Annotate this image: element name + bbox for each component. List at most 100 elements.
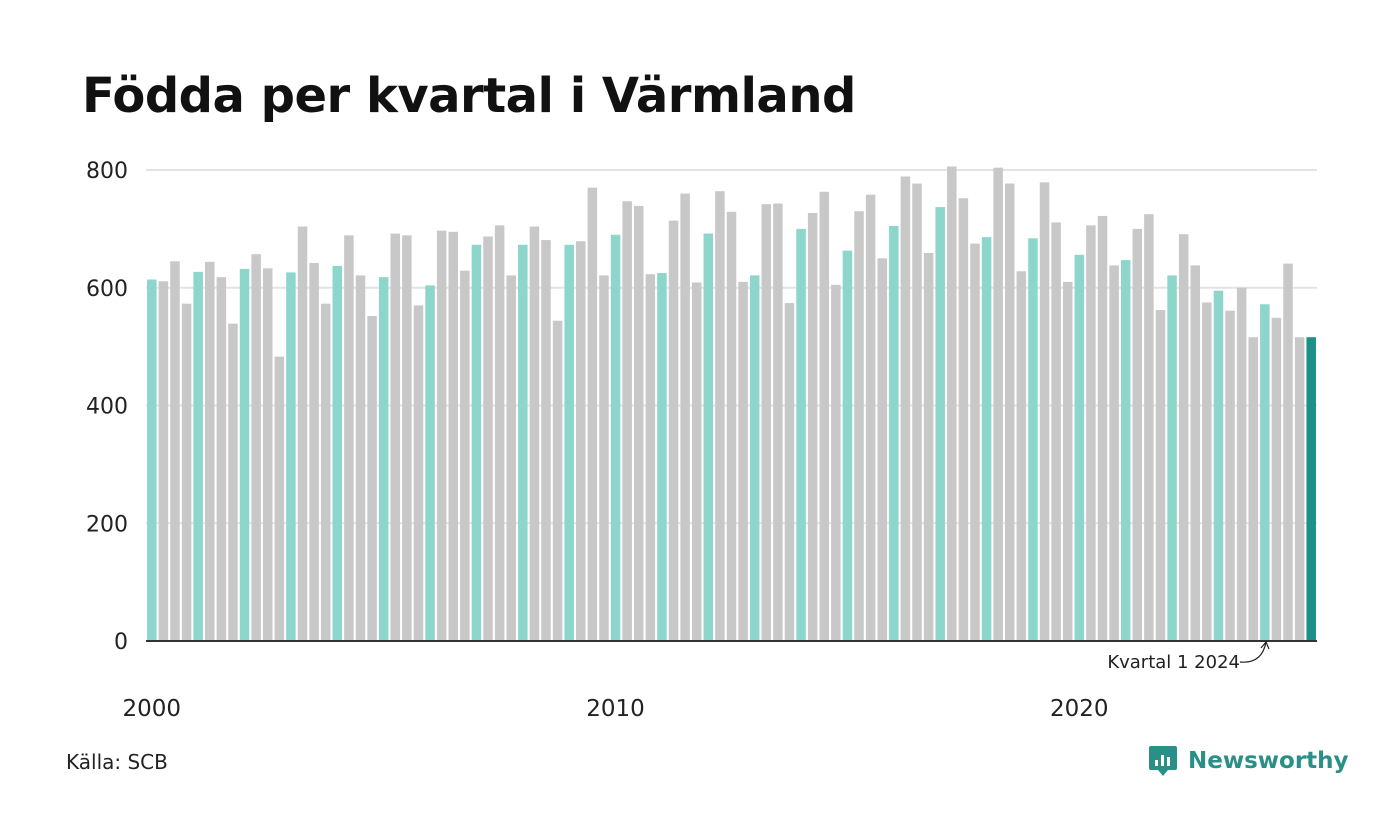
bar: [935, 207, 945, 641]
bar: [181, 303, 192, 641]
y-tick-label: 800: [86, 159, 128, 184]
bar: [877, 258, 887, 641]
bar: [1005, 183, 1015, 642]
bar: [1062, 281, 1073, 641]
bar: [506, 275, 516, 641]
annotation-arrowhead: [1260, 640, 1270, 650]
bar: [1097, 215, 1108, 642]
bar: [576, 241, 586, 642]
bar: [1283, 263, 1293, 641]
bar: [205, 261, 215, 641]
bar: [1213, 290, 1224, 641]
bar: [633, 205, 644, 641]
y-axis-ticks: 0 200 400 600 800: [86, 159, 128, 655]
bar: [1155, 310, 1166, 641]
bar: [1120, 260, 1131, 641]
bar: [1144, 214, 1154, 641]
annotation-arrow: [1239, 641, 1267, 663]
bar: [749, 275, 760, 641]
bar: [668, 220, 679, 641]
bar: [703, 233, 714, 641]
bar: [842, 250, 853, 641]
bar: [494, 225, 505, 641]
bar: [831, 284, 841, 641]
bar: [958, 198, 969, 641]
y-tick-label: 0: [114, 630, 128, 655]
bar: [460, 270, 470, 641]
annotation-label: Kvartal 1 2024: [1107, 652, 1240, 673]
bar: [947, 166, 957, 641]
bar: [715, 191, 725, 641]
bar: [193, 271, 203, 641]
brand-name: Newsworthy: [1188, 748, 1349, 774]
bar: [1248, 337, 1258, 641]
bar: [610, 234, 621, 641]
chart-title: Födda per kvartal i Värmland: [82, 68, 856, 124]
bar: [147, 279, 157, 641]
bar: [216, 277, 227, 641]
brand[interactable]: Newsworthy: [1148, 744, 1349, 778]
x-tick-label: 2010: [586, 696, 645, 722]
bar: [471, 244, 482, 641]
bar: [529, 226, 540, 641]
bar: [1051, 222, 1061, 641]
bar: [1167, 275, 1177, 641]
bar: [1109, 265, 1119, 641]
bar: [923, 253, 934, 641]
bar: [344, 235, 354, 641]
bar: [332, 265, 343, 641]
bar: [1294, 337, 1305, 641]
bar: [796, 228, 806, 642]
bar: [274, 356, 285, 641]
bar: [912, 183, 922, 642]
bar: [970, 243, 980, 641]
bar: [993, 167, 1003, 641]
x-tick-label: 2020: [1050, 696, 1109, 722]
bar: [645, 274, 656, 641]
bar: [170, 261, 180, 641]
bar: [402, 235, 412, 641]
bar: [1132, 228, 1143, 642]
bar: [738, 281, 748, 641]
bar: [1074, 254, 1085, 641]
bar: [819, 191, 830, 641]
bar: [320, 303, 331, 641]
bar: [587, 187, 598, 641]
bar: [1016, 271, 1027, 641]
source-label: Källa: SCB: [66, 750, 168, 774]
bar: [251, 254, 261, 641]
bar: [1086, 225, 1096, 641]
bar: [691, 282, 702, 641]
bar: [807, 212, 818, 642]
y-tick-label: 400: [86, 395, 128, 420]
bar: [1178, 234, 1189, 642]
y-tick-label: 200: [86, 512, 128, 537]
bar: [981, 237, 992, 641]
bar: [680, 193, 690, 642]
bar: [1039, 182, 1050, 642]
bar: [1271, 317, 1282, 641]
bar: [889, 225, 899, 641]
bar: [622, 201, 632, 641]
y-tick-label: 600: [86, 277, 128, 302]
bar: [865, 194, 876, 642]
annotation: Kvartal 1 2024: [1107, 640, 1270, 673]
bar: [483, 236, 493, 641]
bar: [900, 176, 911, 642]
bar: [378, 277, 389, 641]
bar: [309, 263, 319, 641]
newsworthy-logo-icon: [1149, 746, 1177, 776]
bar: [552, 320, 563, 641]
bar: [1202, 302, 1212, 641]
bar: [1260, 304, 1270, 641]
bar-latest: [1306, 337, 1316, 641]
bar: [297, 226, 308, 641]
bar: [367, 316, 377, 641]
bar: [773, 203, 783, 641]
bar: [390, 233, 401, 641]
bar: [425, 285, 435, 641]
bar: [541, 240, 551, 641]
bar: [784, 303, 795, 641]
bar: [854, 211, 864, 641]
